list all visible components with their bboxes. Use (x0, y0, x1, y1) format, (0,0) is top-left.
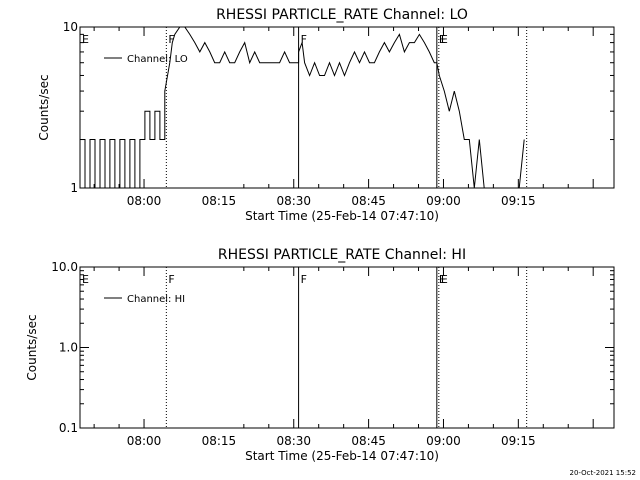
y-axis-label: Counts/sec (37, 74, 51, 140)
event-marker-label: E (82, 33, 89, 46)
series-line-1 (80, 26, 525, 189)
event-marker-label: E (82, 273, 89, 286)
legend-entry: Channel: HI (127, 294, 185, 305)
y-tick-label: 1 (70, 181, 78, 195)
x-tick-label: 08:45 (351, 194, 386, 208)
x-tick-label: 08:45 (351, 434, 386, 448)
event-marker-label: F (301, 33, 307, 46)
plot-frame (79, 26, 615, 189)
x-tick-label: 08:00 (127, 194, 162, 208)
x-tick-label: 09:00 (426, 434, 461, 448)
x-tick-label: 08:30 (276, 194, 311, 208)
y-tick-label: 1.0 (59, 341, 78, 355)
x-tick-label: 08:00 (127, 434, 162, 448)
y-axis-label: Counts/sec (25, 314, 39, 380)
event-marker-label: E (441, 33, 448, 46)
x-axis-label: Start Time (25-Feb-14 07:47:10) (245, 209, 439, 223)
x-tick-label: 09:00 (426, 194, 461, 208)
event-marker-label: E (441, 273, 448, 286)
event-marker-label: F (168, 273, 174, 286)
y-tick-label: 0.1 (59, 421, 78, 435)
x-tick-label: 08:30 (276, 434, 311, 448)
panel-2: RHESSI PARTICLE_RATE Channel: HI 08:00 08:… (25, 247, 615, 463)
plot-timestamp: 20-Oct-2021 15:52 (570, 469, 636, 477)
x-tick-label: 08:15 (202, 434, 237, 448)
event-marker-label: F (301, 273, 307, 286)
y-tick-label: 10.0 (51, 260, 78, 274)
x-tick-label: 09:15 (501, 194, 536, 208)
x-axis-label: Start Time (25-Feb-14 07:47:10) (245, 449, 439, 463)
event-marker-label: F (168, 33, 174, 46)
x-tick-label: 08:15 (202, 194, 237, 208)
x-tick-label: 09:15 (501, 434, 536, 448)
plot-frame (79, 266, 615, 429)
event-marker-label: E (439, 33, 446, 46)
chart-title: RHESSI PARTICLE_RATE Channel: HI (218, 247, 466, 263)
y-tick-label: 10 (63, 20, 78, 34)
panel-1: RHESSI PARTICLE_RATE Channel: LO 08:00 08:… (37, 7, 615, 223)
chart-title: RHESSI PARTICLE_RATE Channel: LO (216, 7, 468, 23)
event-marker-label: E (439, 273, 446, 286)
legend-entry: Channel: LO (127, 54, 188, 65)
